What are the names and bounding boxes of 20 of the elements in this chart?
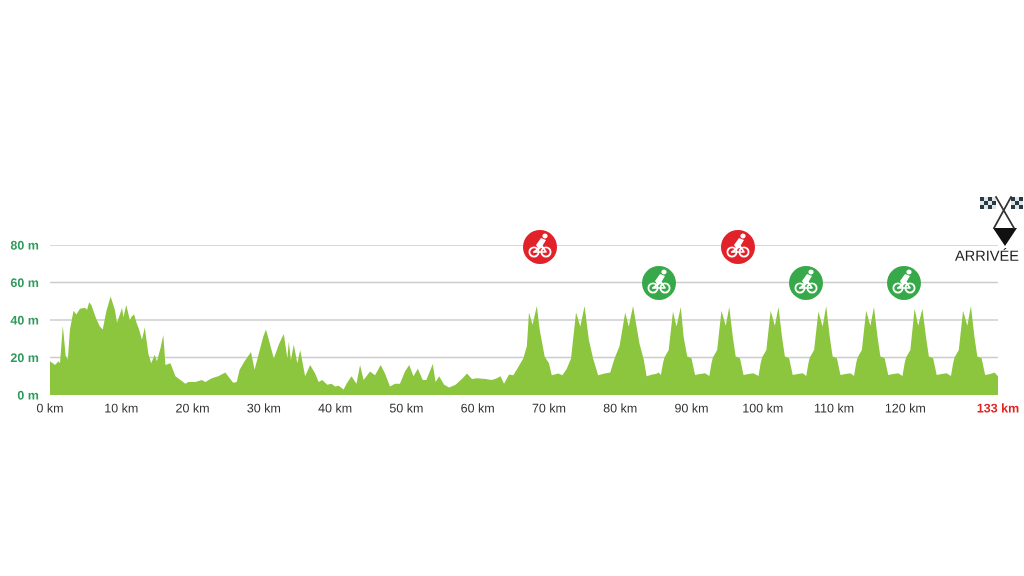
y-tick-label: 20 m [10, 353, 39, 363]
y-tick-label: 80 m [10, 240, 39, 250]
x-tick-label: 30 km [247, 403, 281, 413]
x-tick-label: 100 km [743, 403, 783, 413]
y-tick-label: 60 m [10, 278, 39, 288]
x-tick-label: 20 km [176, 403, 209, 413]
x-tick-label: 110 km [814, 403, 854, 413]
x-tick-label: 50 km [389, 403, 423, 413]
y-tick-label: 0 m [17, 390, 39, 400]
annotation: ARRIVÉE [955, 248, 1019, 261]
y-tick-label: 40 m [10, 315, 39, 325]
x-tick-label: 10 km [105, 403, 138, 413]
x-tick-label: 40 km [318, 403, 352, 413]
x-tick-label: 90 km [675, 403, 708, 413]
x-tick-label: 70 km [532, 403, 566, 413]
x-tick-label: 0 km [36, 403, 63, 413]
x-tick-label: 120 km [885, 403, 926, 413]
x-tick-label: 60 km [461, 403, 494, 413]
x-tick-label: 133 km [977, 403, 1019, 413]
x-tick-label: 80 km [603, 403, 637, 413]
